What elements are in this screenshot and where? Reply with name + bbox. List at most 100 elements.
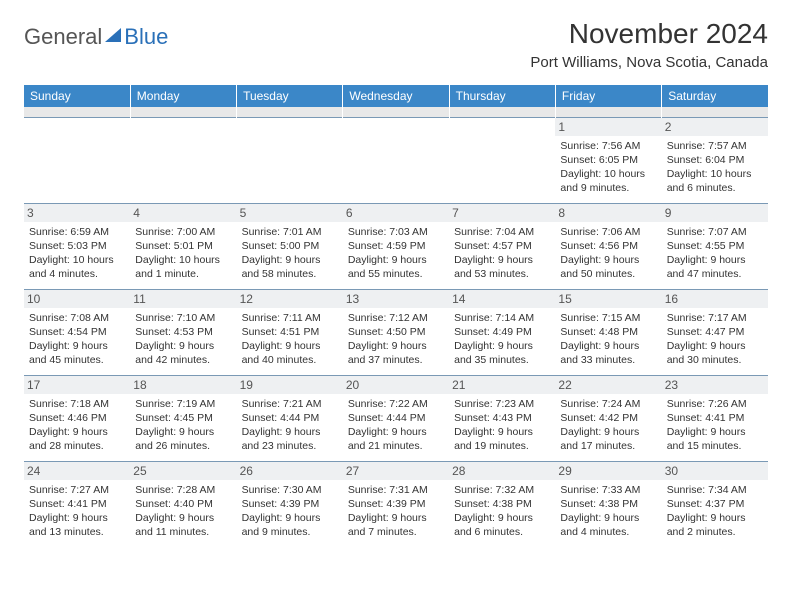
sunrise-text: Sunrise: 7:21 AM — [242, 397, 338, 411]
sunset-text: Sunset: 4:59 PM — [348, 239, 444, 253]
header: General Blue November 2024 Port Williams… — [24, 18, 768, 71]
day-number: 29 — [555, 462, 661, 480]
day-header: Saturday — [662, 85, 768, 107]
calendar-cell — [24, 117, 130, 203]
sunset-text: Sunset: 4:49 PM — [454, 325, 550, 339]
sunrise-text: Sunrise: 7:03 AM — [348, 225, 444, 239]
daylight-text: Daylight: 10 hours and 4 minutes. — [29, 253, 125, 281]
sunset-text: Sunset: 4:37 PM — [667, 497, 763, 511]
calendar-cell: 29Sunrise: 7:33 AMSunset: 4:38 PMDayligh… — [555, 461, 661, 547]
sunrise-text: Sunrise: 7:12 AM — [348, 311, 444, 325]
calendar-cell — [237, 117, 343, 203]
day-number: 16 — [662, 290, 768, 308]
calendar-cell: 11Sunrise: 7:10 AMSunset: 4:53 PMDayligh… — [130, 289, 236, 375]
calendar-cell: 22Sunrise: 7:24 AMSunset: 4:42 PMDayligh… — [555, 375, 661, 461]
daylight-text: Daylight: 10 hours and 6 minutes. — [667, 167, 763, 195]
daylight-text: Daylight: 9 hours and 53 minutes. — [454, 253, 550, 281]
daylight-text: Daylight: 9 hours and 21 minutes. — [348, 425, 444, 453]
calendar-week: 17Sunrise: 7:18 AMSunset: 4:46 PMDayligh… — [24, 375, 768, 461]
day-number: 19 — [237, 376, 343, 394]
day-number: 28 — [449, 462, 555, 480]
day-number: 21 — [449, 376, 555, 394]
day-number: 27 — [343, 462, 449, 480]
sunset-text: Sunset: 4:55 PM — [667, 239, 763, 253]
sunset-text: Sunset: 4:39 PM — [348, 497, 444, 511]
day-header: Thursday — [449, 85, 555, 107]
calendar-cell: 3Sunrise: 6:59 AMSunset: 5:03 PMDaylight… — [24, 203, 130, 289]
day-number: 23 — [662, 376, 768, 394]
calendar-week: 3Sunrise: 6:59 AMSunset: 5:03 PMDaylight… — [24, 203, 768, 289]
spacer-row — [24, 107, 768, 117]
sunrise-text: Sunrise: 7:31 AM — [348, 483, 444, 497]
sunrise-text: Sunrise: 7:14 AM — [454, 311, 550, 325]
day-number: 18 — [130, 376, 236, 394]
sunrise-text: Sunrise: 7:17 AM — [667, 311, 763, 325]
sunrise-text: Sunrise: 7:00 AM — [135, 225, 231, 239]
sail-icon — [105, 28, 121, 42]
calendar-table: SundayMondayTuesdayWednesdayThursdayFrid… — [24, 85, 768, 547]
daylight-text: Daylight: 10 hours and 1 minute. — [135, 253, 231, 281]
calendar-cell: 2Sunrise: 7:57 AMSunset: 6:04 PMDaylight… — [662, 117, 768, 203]
sunset-text: Sunset: 4:54 PM — [29, 325, 125, 339]
sunset-text: Sunset: 4:56 PM — [560, 239, 656, 253]
day-number: 6 — [343, 204, 449, 222]
day-number: 30 — [662, 462, 768, 480]
sunset-text: Sunset: 4:48 PM — [560, 325, 656, 339]
day-number: 17 — [24, 376, 130, 394]
day-number: 10 — [24, 290, 130, 308]
day-number: 4 — [130, 204, 236, 222]
calendar-cell: 30Sunrise: 7:34 AMSunset: 4:37 PMDayligh… — [662, 461, 768, 547]
day-header-row: SundayMondayTuesdayWednesdayThursdayFrid… — [24, 85, 768, 107]
sunrise-text: Sunrise: 7:34 AM — [667, 483, 763, 497]
sunset-text: Sunset: 4:44 PM — [242, 411, 338, 425]
day-number: 12 — [237, 290, 343, 308]
sunset-text: Sunset: 4:41 PM — [667, 411, 763, 425]
day-number: 15 — [555, 290, 661, 308]
day-header: Wednesday — [343, 85, 449, 107]
calendar-week: 24Sunrise: 7:27 AMSunset: 4:41 PMDayligh… — [24, 461, 768, 547]
sunrise-text: Sunrise: 7:27 AM — [29, 483, 125, 497]
calendar-cell: 17Sunrise: 7:18 AMSunset: 4:46 PMDayligh… — [24, 375, 130, 461]
sunset-text: Sunset: 4:39 PM — [242, 497, 338, 511]
calendar-cell: 26Sunrise: 7:30 AMSunset: 4:39 PMDayligh… — [237, 461, 343, 547]
logo-text-general: General — [24, 24, 102, 50]
day-header: Monday — [130, 85, 236, 107]
sunrise-text: Sunrise: 7:07 AM — [667, 225, 763, 239]
day-header: Sunday — [24, 85, 130, 107]
sunrise-text: Sunrise: 7:32 AM — [454, 483, 550, 497]
sunset-text: Sunset: 4:38 PM — [454, 497, 550, 511]
daylight-text: Daylight: 9 hours and 6 minutes. — [454, 511, 550, 539]
sunset-text: Sunset: 5:00 PM — [242, 239, 338, 253]
sunset-text: Sunset: 4:51 PM — [242, 325, 338, 339]
sunrise-text: Sunrise: 7:06 AM — [560, 225, 656, 239]
daylight-text: Daylight: 9 hours and 35 minutes. — [454, 339, 550, 367]
calendar-cell: 18Sunrise: 7:19 AMSunset: 4:45 PMDayligh… — [130, 375, 236, 461]
title-block: November 2024 Port Williams, Nova Scotia… — [530, 18, 768, 71]
sunrise-text: Sunrise: 7:11 AM — [242, 311, 338, 325]
calendar-cell: 10Sunrise: 7:08 AMSunset: 4:54 PMDayligh… — [24, 289, 130, 375]
daylight-text: Daylight: 9 hours and 26 minutes. — [135, 425, 231, 453]
daylight-text: Daylight: 9 hours and 40 minutes. — [242, 339, 338, 367]
daylight-text: Daylight: 9 hours and 11 minutes. — [135, 511, 231, 539]
day-header: Tuesday — [237, 85, 343, 107]
calendar-week: 1Sunrise: 7:56 AMSunset: 6:05 PMDaylight… — [24, 117, 768, 203]
calendar-cell: 23Sunrise: 7:26 AMSunset: 4:41 PMDayligh… — [662, 375, 768, 461]
calendar-cell — [343, 117, 449, 203]
calendar-cell: 20Sunrise: 7:22 AMSunset: 4:44 PMDayligh… — [343, 375, 449, 461]
calendar-cell: 25Sunrise: 7:28 AMSunset: 4:40 PMDayligh… — [130, 461, 236, 547]
sunrise-text: Sunrise: 7:28 AM — [135, 483, 231, 497]
sunrise-text: Sunrise: 7:10 AM — [135, 311, 231, 325]
day-number: 3 — [24, 204, 130, 222]
calendar-cell: 19Sunrise: 7:21 AMSunset: 4:44 PMDayligh… — [237, 375, 343, 461]
sunset-text: Sunset: 4:57 PM — [454, 239, 550, 253]
calendar-cell: 4Sunrise: 7:00 AMSunset: 5:01 PMDaylight… — [130, 203, 236, 289]
daylight-text: Daylight: 9 hours and 7 minutes. — [348, 511, 444, 539]
daylight-text: Daylight: 9 hours and 33 minutes. — [560, 339, 656, 367]
sunset-text: Sunset: 4:41 PM — [29, 497, 125, 511]
calendar-cell: 5Sunrise: 7:01 AMSunset: 5:00 PMDaylight… — [237, 203, 343, 289]
daylight-text: Daylight: 9 hours and 58 minutes. — [242, 253, 338, 281]
daylight-text: Daylight: 9 hours and 30 minutes. — [667, 339, 763, 367]
daylight-text: Daylight: 9 hours and 19 minutes. — [454, 425, 550, 453]
day-number: 1 — [555, 118, 661, 136]
sunrise-text: Sunrise: 7:01 AM — [242, 225, 338, 239]
